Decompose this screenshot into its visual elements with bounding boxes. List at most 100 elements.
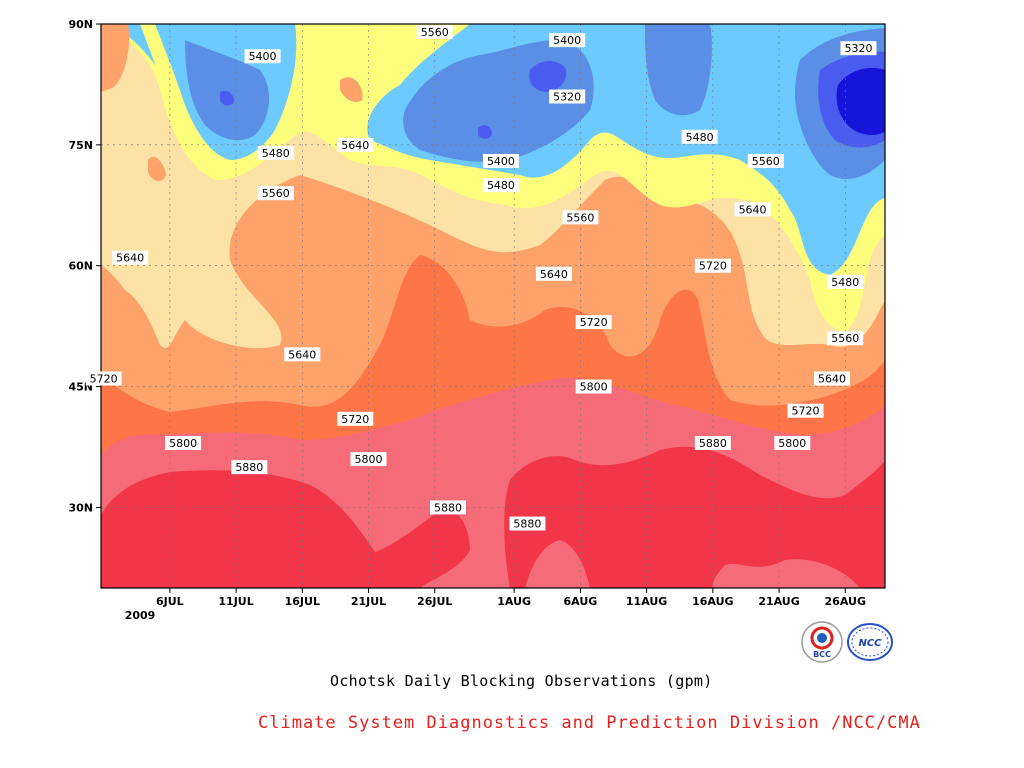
x-axis: 6JUL 11JUL 16JUL 21JUL 26JUL 1AUG 6AUG 11AUG 16A…	[156, 588, 866, 608]
x-tick-label: 11JUL	[218, 595, 253, 608]
contour-label: 5480	[827, 274, 864, 289]
contour-label: 5720	[337, 411, 374, 426]
contour-label: 5480	[681, 129, 718, 144]
chart-title: Ochotsk Daily Blocking Observations (gpm…	[330, 672, 713, 690]
contour-label-bg	[562, 210, 599, 225]
contour-label-bg	[350, 452, 387, 467]
contour-label-bg	[681, 129, 718, 144]
y-tick-label: 60N	[68, 260, 93, 273]
contour-label-bg	[694, 258, 731, 273]
contour-label-bg	[840, 41, 877, 56]
plot-frame	[100, 23, 886, 589]
contour-label: 5800	[575, 379, 612, 394]
y-tick-label: 90N	[68, 18, 93, 31]
fill-5320-5400	[478, 125, 492, 139]
y-tick-label: 30N	[68, 501, 93, 514]
contour-label-bg	[337, 137, 374, 152]
contour-label-bg	[284, 347, 321, 362]
contour-label-text: 5720	[792, 405, 820, 418]
contour-label-bg	[337, 411, 374, 426]
fill-above-5960	[101, 470, 470, 588]
contour-label-bg	[429, 500, 466, 515]
contour-label-text: 5480	[686, 131, 714, 144]
fill-5720-5800	[101, 24, 130, 92]
contour-label-text: 5400	[553, 34, 581, 47]
contour-label-bg	[549, 33, 586, 48]
contour-label-text: 5720	[580, 316, 608, 329]
contour-label-text: 5800	[169, 437, 197, 450]
contour-label: 5880	[694, 435, 731, 450]
contour-label: 5720	[694, 258, 731, 273]
contour-label-bg	[575, 379, 612, 394]
contour-label: 5720	[85, 371, 122, 386]
contour-label-text: 5560	[262, 187, 290, 200]
contour-label: 5400	[549, 33, 586, 48]
contour-label: 5640	[337, 137, 374, 152]
x-tick-label: 16JUL	[285, 595, 320, 608]
contour-label-bg	[734, 202, 771, 217]
fill-5400-5480	[645, 24, 712, 116]
contour-label-text: 5320	[553, 91, 581, 104]
contour-label: 5400	[244, 49, 281, 64]
contour-label-bg	[244, 49, 281, 64]
contour-label-text: 5720	[341, 413, 369, 426]
contour-label-text: 5640	[341, 139, 369, 152]
contour-label-text: 5480	[487, 179, 515, 192]
contour-label: 5640	[814, 371, 851, 386]
contour-label-text: 5640	[540, 268, 568, 281]
contour-label-bg	[257, 145, 294, 160]
contour-label: 5800	[165, 435, 202, 450]
contour-label-text: 5400	[249, 50, 277, 63]
contour-label-text: 5560	[566, 211, 594, 224]
contour-label-bg	[774, 435, 811, 450]
contour-label-bg	[85, 371, 122, 386]
contour-label-text: 5640	[288, 348, 316, 361]
contour-fills	[101, 24, 885, 588]
contour-label-bg	[509, 516, 546, 531]
contour-label: 5720	[575, 315, 612, 330]
fill-5720-5800	[340, 77, 363, 102]
contour-label: 5640	[284, 347, 321, 362]
contour-label: 5480	[257, 145, 294, 160]
x-tick-label: 6AUG	[564, 595, 598, 608]
contour-label-text: 5640	[818, 373, 846, 386]
fill-5320-5400	[529, 61, 567, 92]
contour-label-text: 5800	[355, 453, 383, 466]
x-tick-label: 11AUG	[626, 595, 667, 608]
ncc-logo: NCC	[847, 623, 893, 661]
contour-label-text: 5880	[513, 518, 541, 531]
contour-label-bg	[165, 435, 202, 450]
contour-label-bg	[814, 371, 851, 386]
contour-label-text: 5560	[421, 26, 449, 39]
contour-label: 5480	[482, 178, 519, 193]
contour-label: 5880	[509, 516, 546, 531]
x-tick-label: 26AUG	[825, 595, 866, 608]
contour-label-bg	[535, 266, 572, 281]
contour-label: 5640	[535, 266, 572, 281]
contour-label-text: 5560	[831, 332, 859, 345]
contour-label-text: 5400	[487, 155, 515, 168]
contour-label-text: 5880	[235, 461, 263, 474]
contour-label: 5880	[231, 460, 268, 475]
contour-label-bg	[482, 178, 519, 193]
contour-label: 5560	[257, 186, 294, 201]
x-tick-label: 26JUL	[417, 595, 452, 608]
contour-label: 5400	[482, 153, 519, 168]
fill-5720-5800	[148, 156, 166, 182]
contour-label-text: 5800	[778, 437, 806, 450]
contour-label-text: 5480	[262, 147, 290, 160]
contour-label-text: 5640	[116, 252, 144, 265]
contour-label-text: 5880	[699, 437, 727, 450]
contour-label-bg	[482, 153, 519, 168]
contour-label-bg	[112, 250, 149, 265]
contour-label-bg	[549, 89, 586, 104]
x-tick-label: 1AUG	[497, 595, 531, 608]
x-year-label: 2009	[125, 609, 156, 622]
fill-above-5960	[504, 446, 885, 588]
contour-label-text: 5720	[90, 373, 118, 386]
fill-5320-5400	[220, 90, 235, 106]
contour-label: 5560	[562, 210, 599, 225]
contour-label-bg	[827, 274, 864, 289]
